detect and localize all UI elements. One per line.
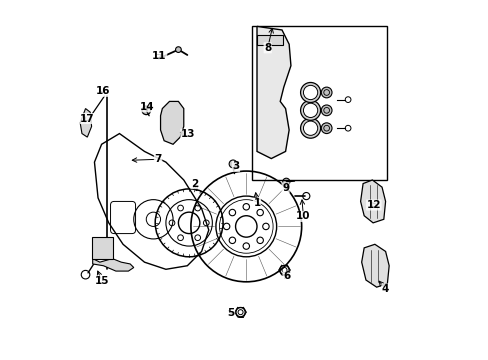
Circle shape [171, 127, 178, 134]
Circle shape [300, 100, 320, 120]
Circle shape [303, 103, 317, 117]
Circle shape [300, 82, 320, 103]
Circle shape [175, 47, 181, 53]
Text: 1: 1 [253, 198, 260, 208]
Text: 11: 11 [152, 51, 166, 61]
Circle shape [303, 85, 317, 100]
Polygon shape [80, 109, 91, 137]
Text: 5: 5 [227, 308, 234, 318]
Circle shape [229, 160, 237, 168]
Text: 9: 9 [282, 183, 288, 193]
Circle shape [321, 123, 331, 134]
Polygon shape [361, 244, 388, 287]
Circle shape [303, 121, 317, 135]
Bar [251, 26, 386, 180]
Circle shape [142, 106, 150, 114]
Text: 4: 4 [381, 284, 388, 294]
Text: 2: 2 [190, 179, 198, 189]
Text: 14: 14 [140, 102, 154, 112]
Circle shape [282, 178, 289, 185]
Polygon shape [93, 258, 134, 271]
Polygon shape [160, 102, 183, 144]
Polygon shape [257, 26, 290, 158]
Text: 16: 16 [96, 86, 110, 96]
Text: 3: 3 [232, 161, 239, 171]
Bar [91, 237, 113, 258]
Circle shape [321, 87, 331, 98]
Polygon shape [360, 180, 385, 223]
Text: 12: 12 [366, 200, 380, 210]
Circle shape [321, 105, 331, 116]
Text: 13: 13 [181, 129, 195, 139]
Circle shape [300, 118, 320, 138]
Text: 15: 15 [94, 276, 109, 286]
Text: 10: 10 [296, 211, 310, 221]
Text: 6: 6 [283, 271, 290, 282]
Text: 7: 7 [154, 154, 162, 164]
Text: 17: 17 [80, 113, 95, 123]
Text: 8: 8 [264, 43, 271, 53]
FancyBboxPatch shape [256, 35, 283, 45]
